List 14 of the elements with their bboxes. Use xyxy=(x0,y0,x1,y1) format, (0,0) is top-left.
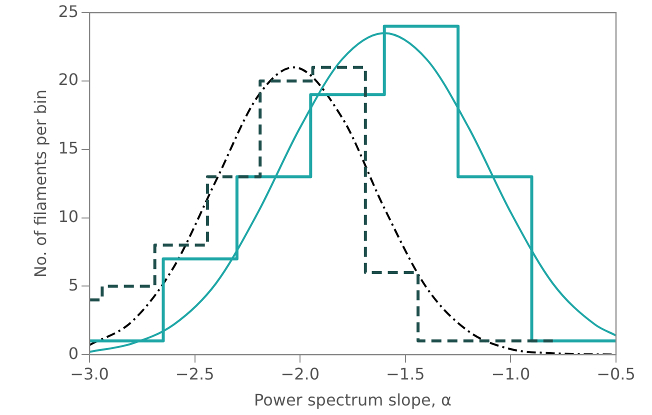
x-tick-label: −1.5 xyxy=(386,364,425,384)
x-tick-label: −1.0 xyxy=(491,364,530,384)
x-tick-label: −2.5 xyxy=(175,364,214,384)
x-tick-label: −2.0 xyxy=(280,364,320,384)
x-tick-label: −0.5 xyxy=(596,364,636,384)
y-tick-label: 20 xyxy=(58,70,79,90)
y-axis-title: No. of filaments per bin xyxy=(30,90,50,278)
y-tick-label: 5 xyxy=(68,275,79,294)
x-axis-title: Power spectrum slope, α xyxy=(254,390,452,410)
y-tick-label: 25 xyxy=(58,2,79,21)
y-tick-label: 10 xyxy=(58,206,79,226)
y-tick-label: 0 xyxy=(68,344,79,363)
y-tick-label: 15 xyxy=(58,138,79,158)
x-tick-label: −3.0 xyxy=(70,364,109,384)
